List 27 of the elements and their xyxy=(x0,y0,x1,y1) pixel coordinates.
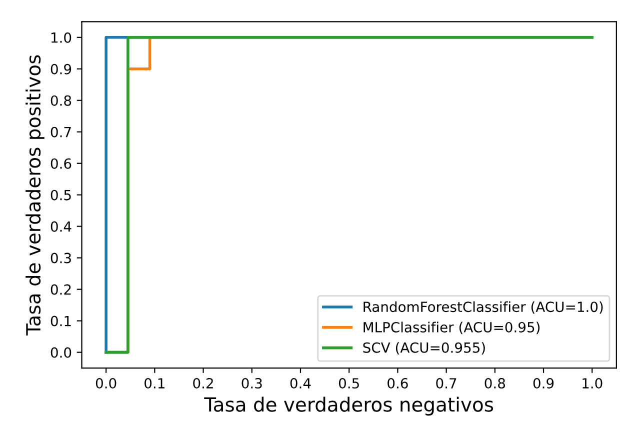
x-tick-label: 0.9 xyxy=(533,378,554,389)
y-axis-title: Tasa de verdaderos positivos xyxy=(26,55,44,336)
y-tick-label: 0.4 xyxy=(50,221,72,232)
y-tick-label: 1.0 xyxy=(51,32,72,43)
x-tick-label: 0.3 xyxy=(242,378,262,389)
y-tick-label: 0.6 xyxy=(50,158,72,169)
y-tick-label: 0.0 xyxy=(50,347,72,358)
y-tick-label: 0.8 xyxy=(50,95,72,106)
legend-label: RandomForestClassifier (ACU=1.0) xyxy=(364,301,603,314)
x-tick-label: 0.8 xyxy=(484,378,506,389)
y-tick-label: 0.7 xyxy=(50,126,71,138)
x-tick-label: 1.0 xyxy=(582,378,602,389)
x-tick-label: 0.4 xyxy=(290,378,311,389)
x-tick-label: 0.2 xyxy=(193,378,213,389)
y-tick-label: 0.3 xyxy=(50,252,71,264)
y-tick-label: 0.1 xyxy=(50,316,71,326)
legend-label: MLPClassifier (ACU=0.95) xyxy=(364,322,540,334)
x-tick-label: 0.1 xyxy=(144,378,164,389)
legend-label: SCV (ACU=0.955) xyxy=(363,342,485,354)
x-tick-label: 0.7 xyxy=(436,378,456,389)
y-tick-label: 0.2 xyxy=(50,284,71,295)
y-tick-label: 0.5 xyxy=(50,190,71,200)
x-axis-title: Tasa de verdaderos negativos xyxy=(204,396,494,416)
x-tick-label: 0.5 xyxy=(338,378,359,389)
x-tick-label: 0.0 xyxy=(96,378,116,389)
x-tick-label: 0.6 xyxy=(388,378,408,389)
y-tick-label: 0.9 xyxy=(50,64,72,74)
